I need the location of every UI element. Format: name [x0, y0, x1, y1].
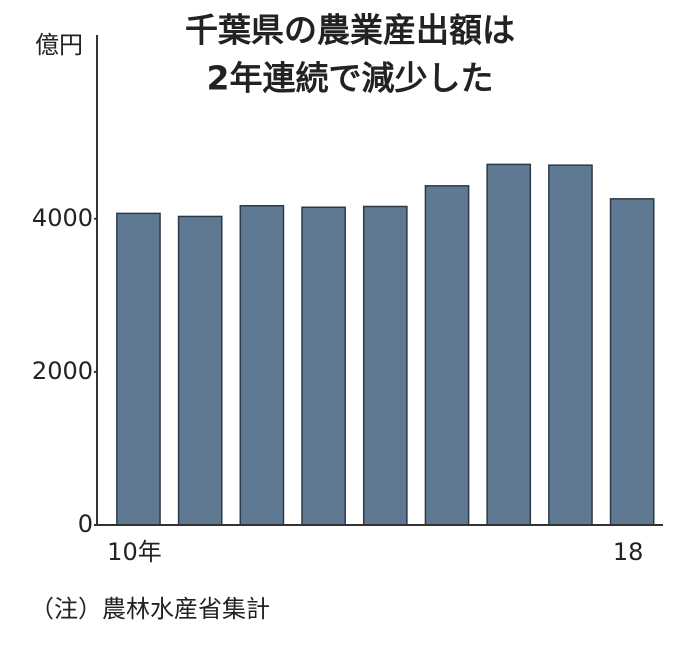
- y-tick-label: 2000: [32, 357, 93, 385]
- bar: [486, 163, 532, 526]
- y-axis-label: 億円: [35, 31, 83, 59]
- bar: [609, 198, 655, 526]
- bar: [301, 206, 346, 526]
- bar: [239, 204, 285, 526]
- note: （注）農林水産省集計: [30, 595, 270, 623]
- y-tick-label: 4000: [32, 204, 93, 232]
- chart-title: 2年連続で減少した: [207, 59, 494, 98]
- chart-title: 千葉県の農業産出額は: [185, 11, 515, 50]
- bar: [424, 185, 470, 526]
- y-tick-label: 0: [78, 510, 93, 538]
- bar: [548, 164, 593, 526]
- x-tick-label: 10年: [107, 538, 162, 566]
- bar: [116, 212, 161, 526]
- bar: [177, 215, 223, 526]
- x-tick-label: 18: [613, 538, 644, 566]
- bar: [362, 205, 408, 526]
